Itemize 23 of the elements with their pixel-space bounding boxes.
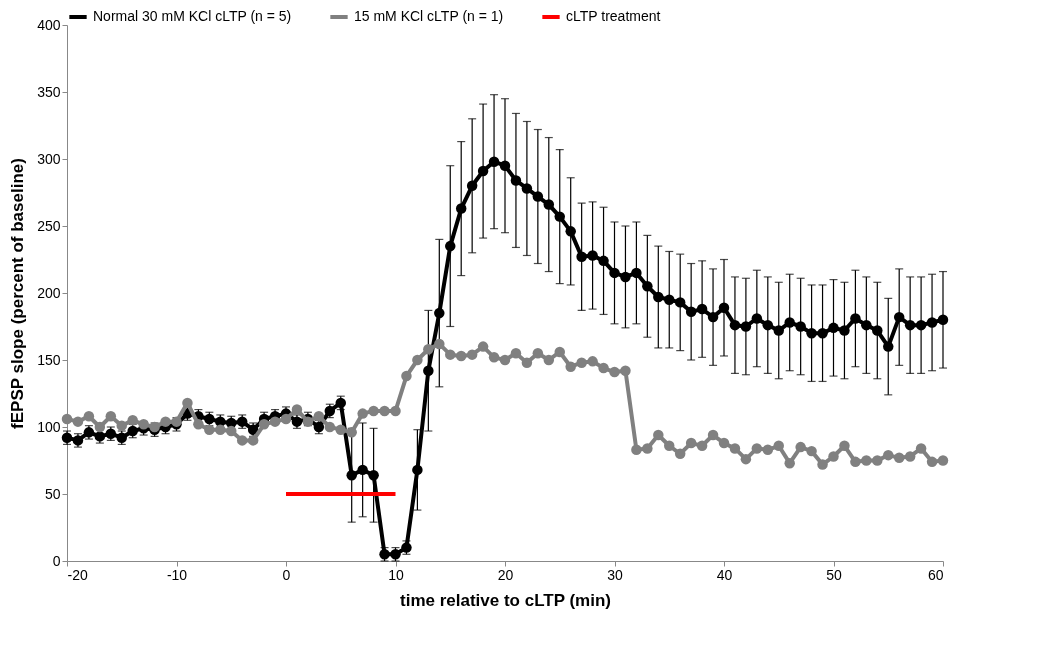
x-tick-label: 20: [497, 566, 514, 583]
y-tick-label: 400: [37, 16, 61, 33]
y-tick-label: 150: [37, 351, 61, 368]
x-tick-label: 40: [716, 566, 733, 583]
y-tick-label: 0: [52, 552, 61, 569]
x-tick-label: -20: [67, 566, 88, 583]
legend-label: Normal 30 mM KCl cLTP (n = 5): [93, 8, 292, 24]
x-tick-label: -10: [166, 566, 188, 583]
x-tick-label: 60: [927, 566, 944, 583]
y-axis-title: fEPSP slope (percent of baseline): [8, 158, 28, 429]
y-tick-label: 300: [37, 150, 61, 167]
y-tick-label: 100: [37, 418, 61, 435]
y-tick-label: 200: [37, 284, 61, 301]
y-tick-label: 50: [44, 485, 61, 502]
x-tick-label: 10: [388, 566, 404, 583]
x-tick-label: 50: [826, 566, 842, 583]
x-tick-label: 30: [607, 566, 623, 583]
y-tick-label: 350: [37, 83, 61, 100]
x-axis-title: time relative to cLTP (min): [400, 590, 611, 610]
x-tick-label: 0: [282, 566, 291, 583]
legend-label: cLTP treatment: [566, 8, 661, 24]
y-tick-label: 250: [37, 217, 61, 234]
legend-label: 15 mM KCl cLTP (n = 1): [354, 8, 504, 24]
